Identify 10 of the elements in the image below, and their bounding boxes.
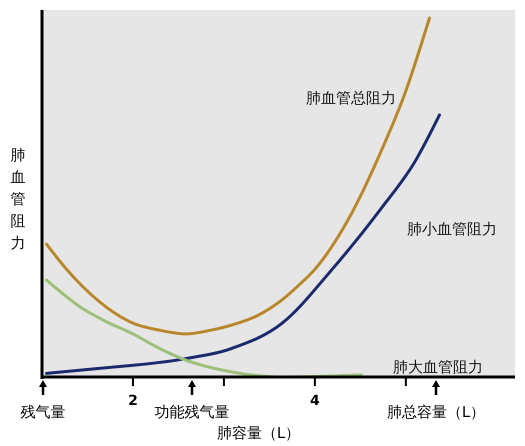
x-tick-label: 2 bbox=[128, 393, 138, 409]
y-axis-title: 肺血管阻力 bbox=[10, 146, 26, 252]
series-label: 肺小血管阻力 bbox=[407, 220, 497, 238]
text: 肺总容量（L） bbox=[386, 403, 486, 421]
text: 功能残气量 bbox=[154, 403, 230, 421]
x-axis-title: 肺容量（L） bbox=[216, 424, 300, 442]
text: 残气量 bbox=[20, 403, 66, 421]
series-label: 肺血管总阻力 bbox=[306, 89, 396, 107]
x-tick-label: 4 bbox=[310, 393, 320, 409]
text: 肺大血管阻力 bbox=[393, 358, 483, 376]
